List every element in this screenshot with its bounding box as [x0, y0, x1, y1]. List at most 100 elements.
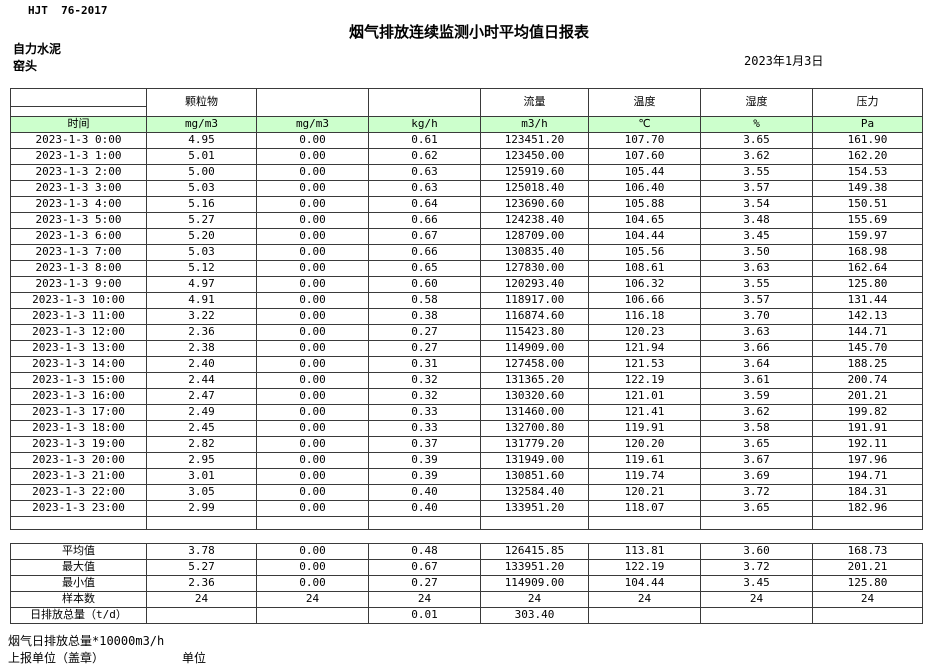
hourly-data-row: 2023-1-3 10:00 4.91 0.00 0.58 118917.00 106.6… — [10, 292, 923, 309]
value-cell: 145.70 — [812, 340, 923, 357]
value-cell: 0.63 — [368, 180, 481, 197]
value-cell: 0.00 — [256, 340, 369, 357]
value-cell: 107.60 — [588, 148, 701, 165]
value-cell: 0.48 — [368, 543, 481, 560]
value-cell: 4.95 — [146, 132, 257, 149]
pollutant-header-blank-2 — [368, 88, 481, 117]
value-cell: 0.00 — [256, 276, 369, 293]
row-label-cell: 最大值 — [10, 559, 147, 576]
row-label-cell — [10, 516, 147, 530]
row-label-cell: 2023-1-3 3:00 — [10, 180, 147, 197]
value-cell: 0.33 — [368, 420, 481, 437]
value-cell — [368, 516, 481, 530]
empty-spacer-row — [10, 516, 923, 530]
value-cell: 24 — [588, 591, 701, 608]
value-cell: 0.64 — [368, 196, 481, 213]
standard-code: HJT 76-2017 — [28, 4, 108, 17]
value-cell: 5.03 — [146, 180, 257, 197]
hourly-data-row: 2023-1-3 6:00 5.20 0.00 0.67 128709.00 104.44… — [10, 228, 923, 245]
value-cell: 3.54 — [700, 196, 813, 213]
value-cell: 0.00 — [256, 308, 369, 325]
value-cell: 5.27 — [146, 212, 257, 229]
pollutant-header-temperature: 温度 — [588, 88, 701, 117]
value-cell: 194.71 — [812, 468, 923, 485]
value-cell: 0.00 — [256, 324, 369, 341]
value-cell: 0.40 — [368, 500, 481, 517]
hourly-data-row: 2023-1-3 8:00 5.12 0.00 0.65 127830.00 108.61… — [10, 260, 923, 277]
value-cell: 168.98 — [812, 244, 923, 261]
row-label-cell: 2023-1-3 5:00 — [10, 212, 147, 229]
value-cell: 199.82 — [812, 404, 923, 421]
value-cell: 0.61 — [368, 132, 481, 149]
row-label-cell: 平均值 — [10, 543, 147, 560]
value-cell: 162.64 — [812, 260, 923, 277]
value-cell: 0.60 — [368, 276, 481, 293]
unit-header-row: 时间 mg/m3 mg/m3 kg/h m3/h ℃ % Pa — [10, 116, 923, 133]
value-cell: 126415.85 — [480, 543, 589, 560]
hourly-data-row: 2023-1-3 0:00 4.95 0.00 0.61 123451.20 107.70… — [10, 132, 923, 149]
value-cell: 3.67 — [700, 452, 813, 469]
value-cell: 0.00 — [256, 260, 369, 277]
value-cell: 2.49 — [146, 404, 257, 421]
hourly-data-row: 2023-1-3 13:00 2.38 0.00 0.27 114909.00 121.9… — [10, 340, 923, 357]
value-cell: 0.00 — [256, 452, 369, 469]
value-cell: 121.94 — [588, 340, 701, 357]
value-cell: 106.40 — [588, 180, 701, 197]
row-label-cell: 2023-1-3 7:00 — [10, 244, 147, 261]
report-date: 2023年1月3日 — [744, 54, 824, 68]
value-cell — [812, 607, 923, 624]
value-cell — [588, 516, 701, 530]
value-cell — [812, 516, 923, 530]
value-cell: 5.16 — [146, 196, 257, 213]
value-cell: 114909.00 — [480, 340, 589, 357]
value-cell: 144.71 — [812, 324, 923, 341]
value-cell: 127458.00 — [480, 356, 589, 373]
value-cell: 2.44 — [146, 372, 257, 389]
pollutant-header-pressure: 压力 — [812, 88, 923, 117]
value-cell: 0.00 — [256, 292, 369, 309]
value-cell: 0.31 — [368, 356, 481, 373]
value-cell: 113.81 — [588, 543, 701, 560]
value-cell: 2.45 — [146, 420, 257, 437]
row-label-cell: 2023-1-3 17:00 — [10, 404, 147, 421]
value-cell: 3.57 — [700, 292, 813, 309]
value-cell: 0.01 — [368, 607, 481, 624]
value-cell: 5.20 — [146, 228, 257, 245]
value-cell: 0.39 — [368, 468, 481, 485]
value-cell: 0.00 — [256, 372, 369, 389]
value-cell: 119.91 — [588, 420, 701, 437]
value-cell: 2.82 — [146, 436, 257, 453]
page-title: 烟气排放连续监测小时平均值日报表 — [348, 23, 589, 41]
summary-row: 最大值 5.27 0.00 0.67 133951.20 122.19 3.72 201.21 — [10, 559, 923, 576]
value-cell: 159.97 — [812, 228, 923, 245]
hourly-data-row: 2023-1-3 7:00 5.03 0.00 0.66 130835.40 105.56… — [10, 244, 923, 261]
value-cell: 0.00 — [256, 500, 369, 517]
unit-cell-mgm3-1: mg/m3 — [146, 116, 257, 133]
value-cell: 0.63 — [368, 164, 481, 181]
row-label-cell: 日排放总量（t/d） — [10, 607, 147, 624]
row-label-cell: 2023-1-3 20:00 — [10, 452, 147, 469]
value-cell: 149.38 — [812, 180, 923, 197]
value-cell: 121.01 — [588, 388, 701, 405]
unit-cell-kgh: kg/h — [368, 116, 481, 133]
value-cell: 124238.40 — [480, 212, 589, 229]
hourly-data-row: 2023-1-3 19:00 2.82 0.00 0.37 131779.20 120.2… — [10, 436, 923, 453]
value-cell — [480, 516, 589, 530]
value-cell: 182.96 — [812, 500, 923, 517]
value-cell: 123451.20 — [480, 132, 589, 149]
value-cell: 5.12 — [146, 260, 257, 277]
value-cell: 0.00 — [256, 543, 369, 560]
hourly-data-row: 2023-1-3 18:00 2.45 0.00 0.33 132700.80 119.9… — [10, 420, 923, 437]
value-cell: 3.78 — [146, 543, 257, 560]
value-cell: 0.00 — [256, 404, 369, 421]
value-cell: 122.19 — [588, 372, 701, 389]
hourly-data-row: 2023-1-3 15:00 2.44 0.00 0.32 131365.20 122.1… — [10, 372, 923, 389]
value-cell: 0.00 — [256, 180, 369, 197]
value-cell: 114909.00 — [480, 575, 589, 592]
value-cell: 132584.40 — [480, 484, 589, 501]
value-cell: 3.72 — [700, 484, 813, 501]
value-cell: 104.44 — [588, 575, 701, 592]
value-cell: 130851.60 — [480, 468, 589, 485]
value-cell: 3.65 — [700, 436, 813, 453]
value-cell: 201.21 — [812, 559, 923, 576]
